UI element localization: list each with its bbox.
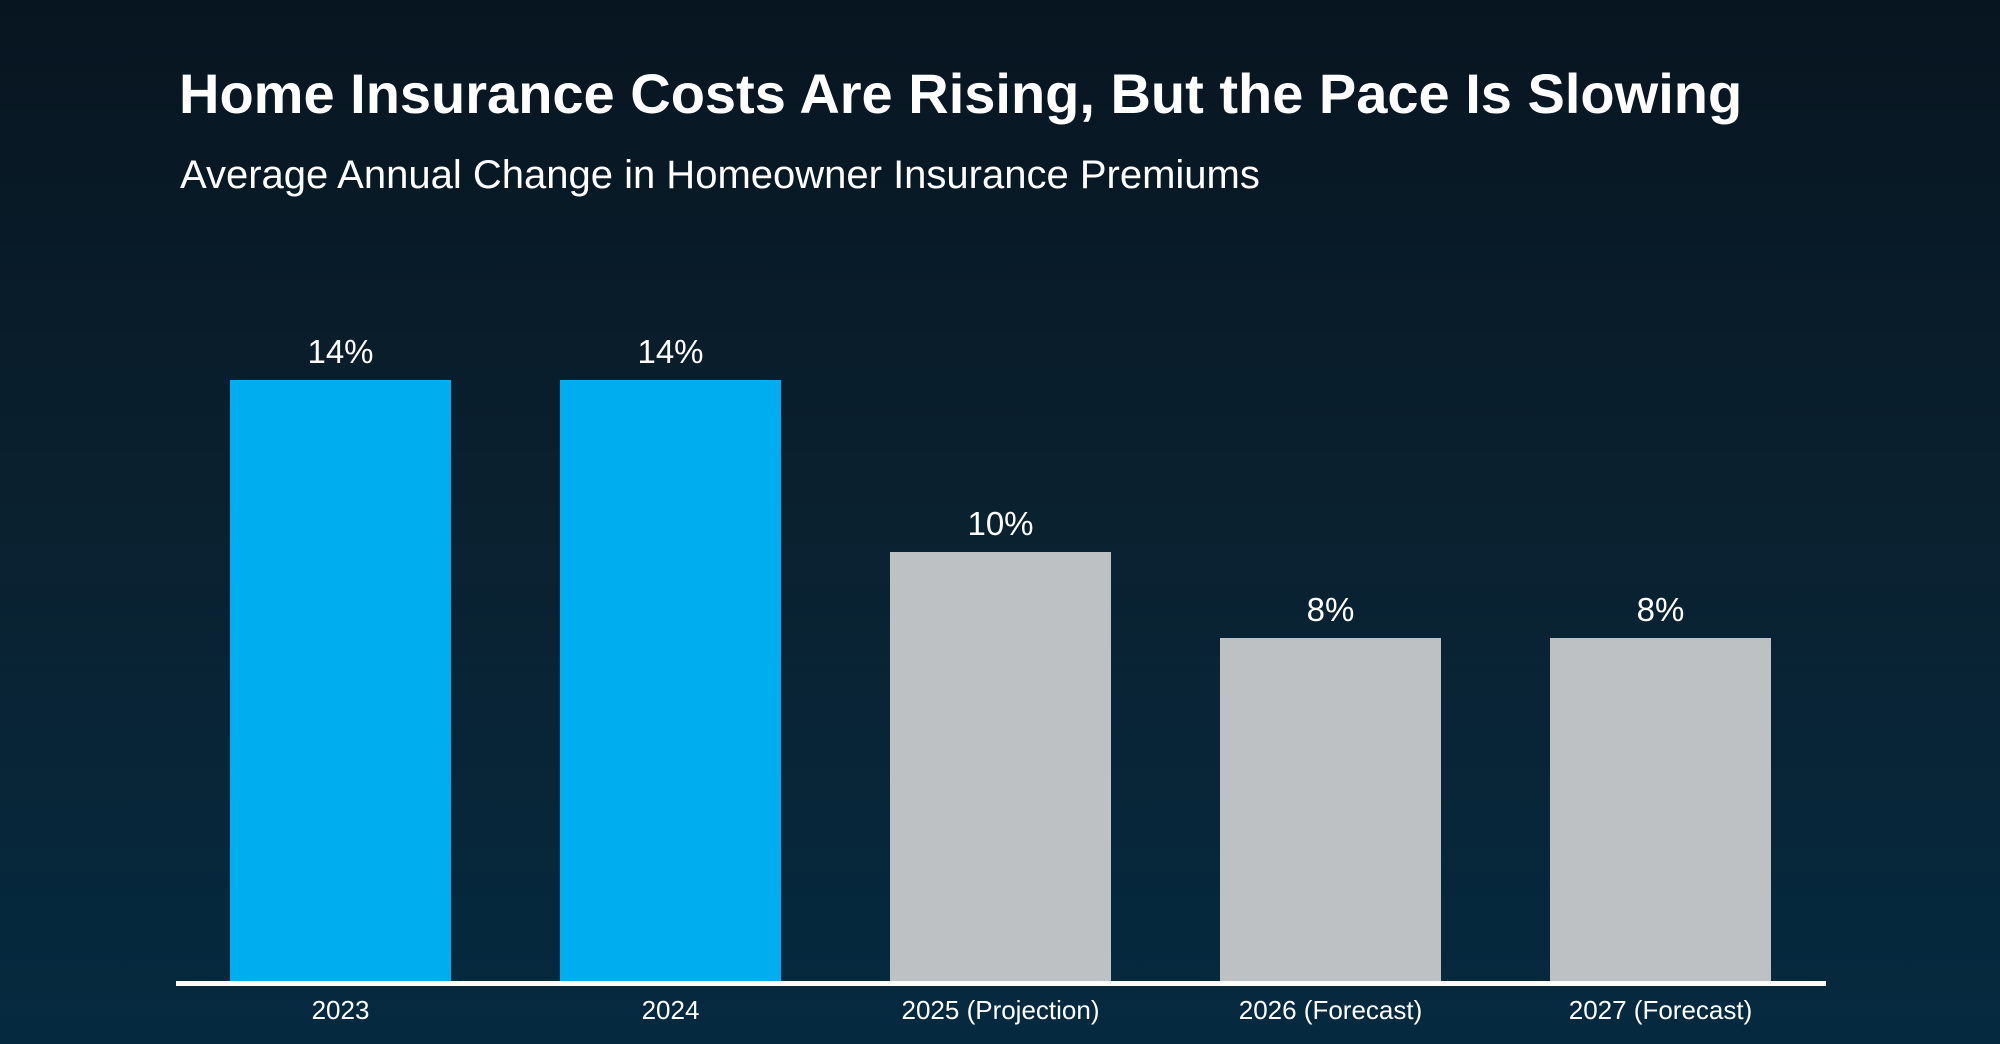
chart-subtitle: Average Annual Change in Homeowner Insur…	[180, 153, 1260, 197]
bar-2026	[1220, 638, 1441, 981]
bar-value-label: 10%	[967, 505, 1034, 542]
x-axis-tick-label: 2026 (Forecast)	[1238, 995, 1423, 1025]
bar-value-label: 14%	[637, 333, 704, 370]
x-axis-tick-label: 2024	[641, 995, 700, 1025]
bar-value-label: 8%	[1636, 591, 1685, 628]
x-axis-line	[176, 981, 1826, 986]
x-axis-tick-label: 2023	[311, 995, 370, 1025]
chart-title: Home Insurance Costs Are Rising, But the…	[179, 62, 1743, 125]
bar-2027	[1550, 638, 1771, 981]
x-axis-tick-label: 2027 (Forecast)	[1568, 995, 1753, 1025]
bar-2025	[890, 552, 1111, 981]
x-axis-tick-label: 2025 (Projection)	[901, 995, 1100, 1025]
bar-2023	[230, 380, 451, 981]
bar-2024	[560, 380, 781, 981]
bar-value-label: 8%	[1306, 591, 1355, 628]
bar-value-label: 14%	[307, 333, 374, 370]
